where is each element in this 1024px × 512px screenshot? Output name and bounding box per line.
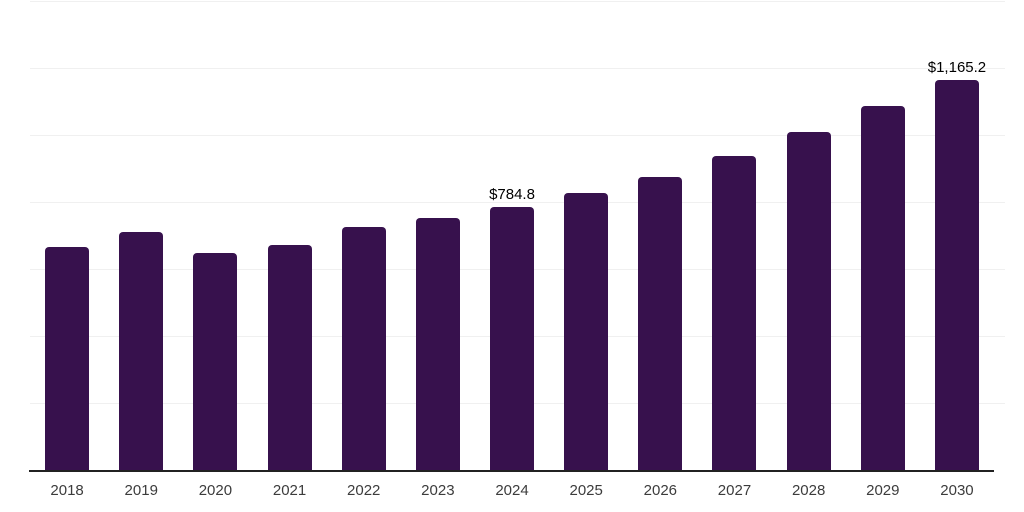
x-axis-tick-label: 2024: [495, 482, 529, 499]
gridline: [30, 68, 1005, 69]
bar: [564, 193, 609, 470]
x-axis-labels: 2018 2019 2020 2021 2022 2023 2024 2025 2026 2027…: [30, 482, 994, 500]
bar: [341, 226, 386, 470]
bar: [934, 79, 979, 470]
bar: [860, 106, 905, 470]
x-axis-tick-label: 2021: [272, 482, 307, 499]
bar: [193, 253, 238, 470]
bar-group: $784.8: [475, 1, 549, 470]
bar: [45, 246, 90, 470]
x-axis-line: [29, 470, 994, 472]
bar-group: [846, 1, 920, 470]
x-axis-tick-label: 2022: [347, 482, 381, 499]
bars-row: $784.8 $1,165.2: [30, 1, 994, 470]
x-axis-tick-label: 2026: [643, 482, 678, 499]
bar-group: [772, 1, 846, 470]
bar-group: $1,165.2: [920, 1, 994, 470]
x-axis-tick-label: 2030: [940, 482, 974, 499]
bar-group: [104, 1, 178, 470]
bar-group: [30, 1, 104, 470]
bar: [490, 207, 535, 470]
x-axis-tick-label: 2019: [124, 482, 158, 499]
x-axis-tick-label: 2020: [198, 482, 233, 499]
bar-group: [252, 1, 326, 470]
x-axis-tick-label: 2027: [717, 482, 752, 499]
bar-value-label: $784.8: [489, 186, 535, 204]
bar-value-label: $1,165.2: [927, 58, 987, 76]
bar-group: [697, 1, 771, 470]
bar-group: [401, 1, 475, 470]
bar-group: [549, 1, 623, 470]
gridline: [30, 202, 1005, 203]
bar: [119, 232, 164, 470]
bar: [267, 244, 312, 470]
bar: [786, 132, 831, 470]
bar-group: [178, 1, 252, 470]
gridline: [30, 1, 1005, 2]
bar: [415, 218, 460, 470]
bar-group: [327, 1, 401, 470]
gridline: [30, 135, 1005, 136]
x-axis-tick-label: 2025: [569, 482, 603, 499]
x-axis-tick-label: 2028: [791, 482, 826, 499]
x-axis-tick-label: 2029: [866, 482, 900, 499]
x-axis-tick-label: 2018: [50, 482, 84, 499]
bar-group: [623, 1, 697, 470]
bar: [712, 155, 757, 470]
bar: [638, 176, 683, 470]
x-axis-tick-label: 2023: [421, 482, 455, 499]
